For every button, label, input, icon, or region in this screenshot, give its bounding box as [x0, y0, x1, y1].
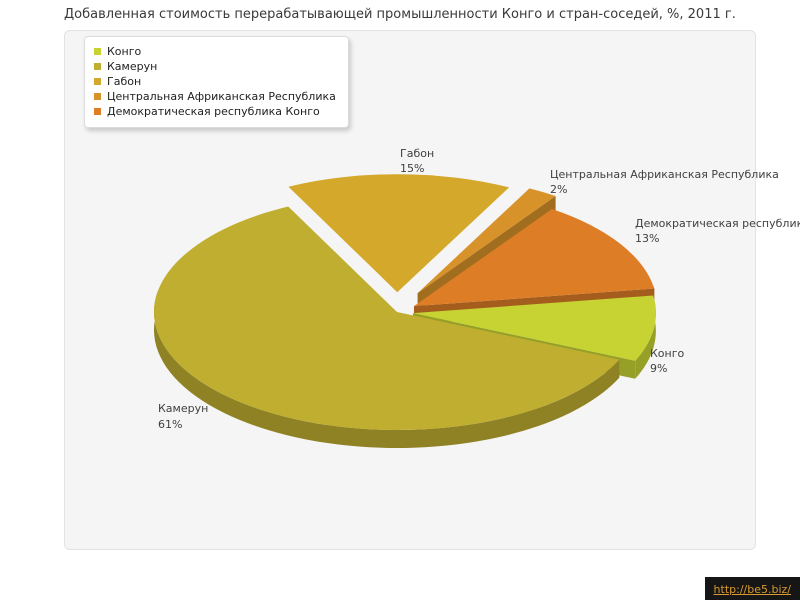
legend-label-gabon: Габон: [107, 75, 142, 88]
slice-label-car: Центральная Африканская Республика: [550, 168, 779, 181]
slice-labels: Габон 15% Центральная Африканская Респуб…: [158, 147, 800, 431]
legend-item-cameroon: Камерун: [94, 59, 336, 74]
slice-percent-congo: 9%: [650, 362, 667, 375]
pie-slice-side-0: [635, 295, 656, 379]
legend-label-car: Центральная Африканская Республика: [107, 90, 336, 103]
pie-slice-2: [288, 174, 510, 293]
legend-item-gabon: Габон: [94, 74, 336, 89]
legend: Конго Камерун Габон Центральная Африканс…: [84, 36, 349, 128]
pie-slice-0: [412, 295, 656, 361]
pie-slice-1: [153, 206, 620, 431]
legend-bullet-cameroon: [94, 63, 101, 70]
chart-title: Добавленная стоимость перерабатывающей п…: [64, 7, 736, 22]
legend-bullet-car: [94, 93, 101, 100]
legend-label-cameroon: Камерун: [107, 60, 158, 73]
slice-label-gabon: Габон: [400, 147, 434, 160]
legend-bullet-drc: [94, 108, 101, 115]
pie-slice-4: [413, 209, 655, 307]
slice-percent-car: 2%: [550, 183, 567, 196]
slice-percent-cameroon: 61%: [158, 418, 182, 431]
legend-label-drc: Демократическая республика Конго: [107, 105, 320, 118]
watermark: http://be5.biz/: [704, 577, 800, 600]
slice-percent-gabon: 15%: [400, 162, 424, 175]
slice-percent-drc: 13%: [635, 232, 659, 245]
pie-slices: [153, 174, 656, 448]
legend-item-car: Центральная Африканская Республика: [94, 89, 336, 104]
legend-bullet-gabon: [94, 78, 101, 85]
legend-item-drc: Демократическая республика Конго: [94, 104, 336, 119]
watermark-link[interactable]: http://be5.biz/: [713, 583, 791, 596]
pie-slice-3: [417, 188, 556, 294]
legend-bullet-congo: [94, 48, 101, 55]
slice-label-congo: Конго: [650, 347, 685, 360]
legend-item-congo: Конго: [94, 44, 336, 59]
slice-label-drc: Демократическая республика Конго: [635, 217, 800, 230]
slice-label-cameroon: Камерун: [158, 402, 208, 415]
legend-label-congo: Конго: [107, 45, 142, 58]
